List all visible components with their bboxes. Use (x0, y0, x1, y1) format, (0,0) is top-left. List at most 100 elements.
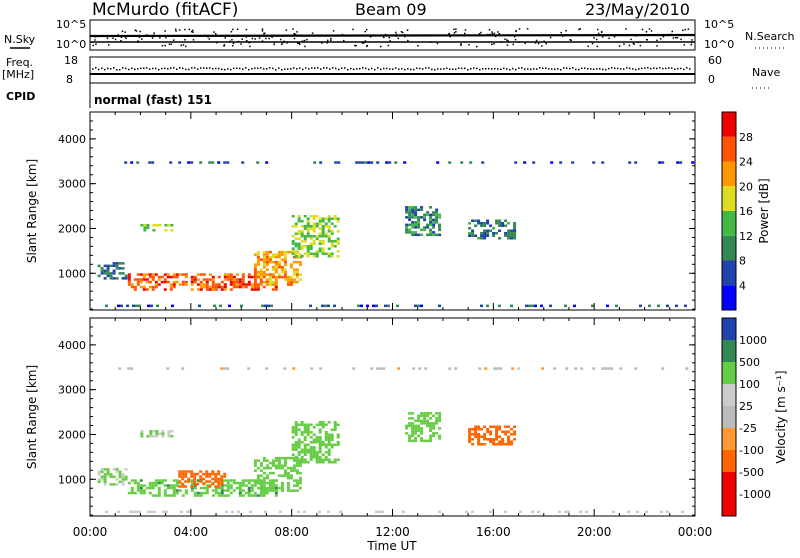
echo-cell (241, 283, 245, 286)
echo-cell (289, 280, 293, 284)
echo-cell (423, 439, 427, 443)
echo-cell (420, 304, 423, 308)
echo-cell (315, 250, 319, 253)
nsky-point (168, 43, 171, 45)
echo-cell (121, 473, 125, 476)
echo-cell (333, 217, 337, 220)
echo-cell (181, 482, 185, 486)
echo-cell (336, 443, 340, 446)
echo-cell (327, 433, 331, 436)
echo-cell (297, 242, 301, 245)
echo-cell (223, 273, 227, 276)
echo-cell (498, 443, 502, 446)
nave-point (620, 68, 622, 70)
echo-cell (426, 412, 430, 415)
echo-cell (306, 426, 310, 429)
echo-cell (247, 280, 251, 284)
echo-cell (292, 464, 296, 467)
echo-cell (423, 417, 427, 420)
echo-cell (268, 283, 272, 286)
echo-cell (495, 430, 499, 433)
echo-cell (291, 235, 295, 238)
nave-point (569, 67, 571, 70)
echo-cell (432, 233, 436, 237)
nsky-point (159, 37, 161, 39)
echo-cell (321, 242, 325, 245)
nave-point (359, 68, 361, 70)
nsky-point (406, 29, 409, 31)
nave-point (512, 67, 514, 70)
echo-cell (438, 223, 442, 227)
nsky-point (192, 39, 195, 41)
echo-cell (262, 265, 266, 269)
echo-cell (202, 482, 206, 486)
echo-cell (160, 479, 164, 482)
nsky-point (436, 42, 439, 45)
nave-point (218, 67, 220, 70)
echo-cell (146, 435, 150, 438)
echo-cell (268, 466, 272, 470)
echo-cell (170, 435, 174, 438)
nsky-point (453, 28, 455, 31)
echo-cell (247, 489, 251, 492)
echo-cell (321, 240, 325, 243)
echo-cell (376, 161, 380, 164)
echo-cell (136, 283, 140, 286)
echo-cell (327, 421, 331, 424)
echo-cell (492, 443, 496, 446)
nave-point (668, 67, 670, 69)
x-tick-label: 12:00 (375, 525, 410, 539)
echo-cell (420, 414, 424, 418)
echo-cell (333, 304, 336, 308)
echo-cell (256, 466, 260, 470)
echo-cell (298, 253, 302, 256)
echo-cell (414, 304, 417, 308)
echo-cell (157, 489, 161, 492)
echo-cell (303, 451, 307, 454)
nave-point (302, 68, 304, 71)
echo-cell (205, 489, 209, 492)
echo-cell (327, 235, 331, 238)
nsky-point (112, 37, 114, 39)
nave-point (488, 67, 490, 70)
nave-point (284, 68, 286, 70)
echo-cell (312, 222, 316, 225)
echo-cell (327, 255, 331, 258)
echo-cell (291, 453, 295, 456)
echo-cell (333, 443, 337, 446)
nave-point (413, 68, 415, 71)
nsky-point (578, 28, 580, 31)
echo-cell (103, 269, 107, 273)
echo-cell (271, 268, 275, 271)
echo-cell (121, 480, 125, 484)
echo-cell (294, 433, 298, 436)
echo-cell (483, 425, 487, 428)
echo-cell (333, 240, 337, 243)
echo-cell (253, 268, 257, 271)
echo-cell (411, 434, 415, 438)
echo-cell (477, 443, 481, 446)
echo-cell (370, 367, 374, 370)
echo-cell (405, 228, 409, 232)
echo-cell (295, 469, 299, 472)
nsky-point (146, 34, 148, 36)
echo-cell (306, 235, 310, 238)
echo-cell (312, 255, 316, 258)
echo-cell (115, 478, 119, 481)
echo-cell (286, 275, 290, 279)
echo-cell (229, 283, 233, 286)
echo-cell (172, 491, 176, 495)
nave-point (299, 67, 301, 69)
echo-cell (267, 304, 270, 308)
echo-cell (309, 431, 313, 434)
nsky-point (455, 31, 457, 33)
echo-cell (97, 470, 101, 474)
nave-point (407, 68, 409, 70)
echo-cell (318, 423, 322, 426)
nave-point (356, 68, 358, 70)
echo-cell (253, 265, 257, 269)
nsky-point (265, 37, 267, 40)
echo-cell (514, 161, 518, 164)
echo-cell (327, 453, 331, 456)
echo-cell (498, 435, 502, 438)
